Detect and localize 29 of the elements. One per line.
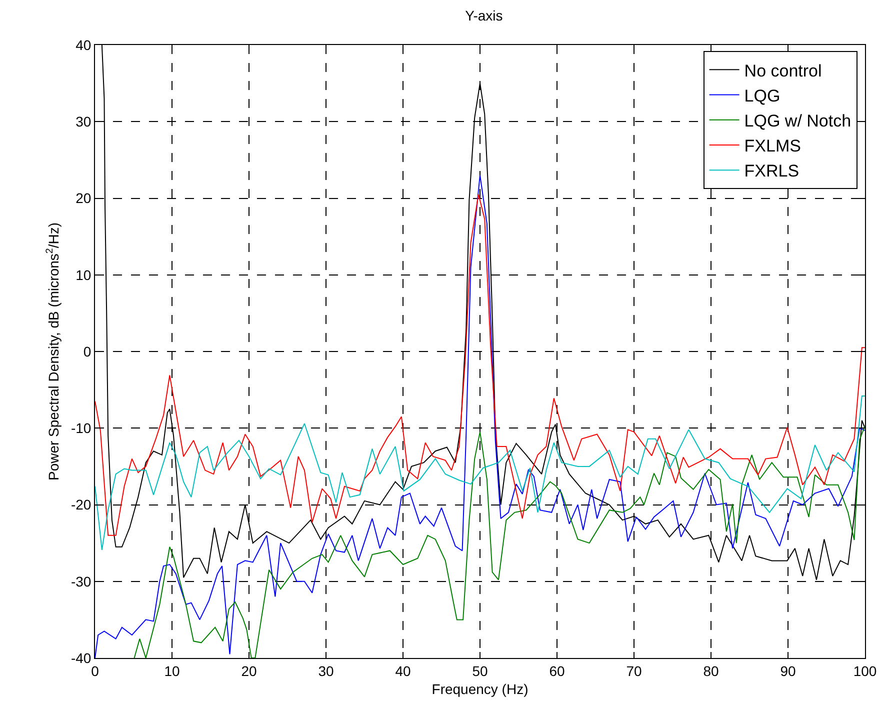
legend-label: FXLMS <box>744 136 801 156</box>
x-tick-label: 50 <box>472 662 488 679</box>
legend-label: FXRLS <box>744 162 800 181</box>
chart-title: Y-axis <box>465 8 503 24</box>
x-tick-label: 10 <box>164 662 180 679</box>
x-axis-title: Frequency (Hz) <box>432 681 528 698</box>
x-tick-label: 100 <box>853 662 877 679</box>
y-tick-label: 20 <box>76 190 92 206</box>
line-series <box>134 425 865 658</box>
legend-label: LQG <box>744 86 780 106</box>
line-series <box>95 194 865 536</box>
x-tick-label: 60 <box>549 662 565 679</box>
line-series <box>95 395 865 550</box>
y-tick-label: 30 <box>76 114 92 130</box>
y-tick-label: -30 <box>70 573 92 590</box>
y-tick-label: -40 <box>70 650 92 666</box>
x-tick-label: 90 <box>780 662 796 679</box>
x-tick-label: 70 <box>626 662 642 679</box>
legend-label: No control <box>744 61 822 80</box>
legend-label: LQG w/ Notch <box>744 112 852 131</box>
y-tick-label: 40 <box>76 36 92 53</box>
y-tick-label: -10 <box>70 420 92 436</box>
x-tick-label: 80 <box>703 662 719 679</box>
y-tick-label: 10 <box>76 266 92 283</box>
y-tick-label: 0 <box>83 343 92 360</box>
x-tick-label: 30 <box>318 662 334 679</box>
y-tick-label: -20 <box>70 496 92 513</box>
x-tick-label: 20 <box>241 662 257 679</box>
x-tick-label: 40 <box>395 662 411 679</box>
